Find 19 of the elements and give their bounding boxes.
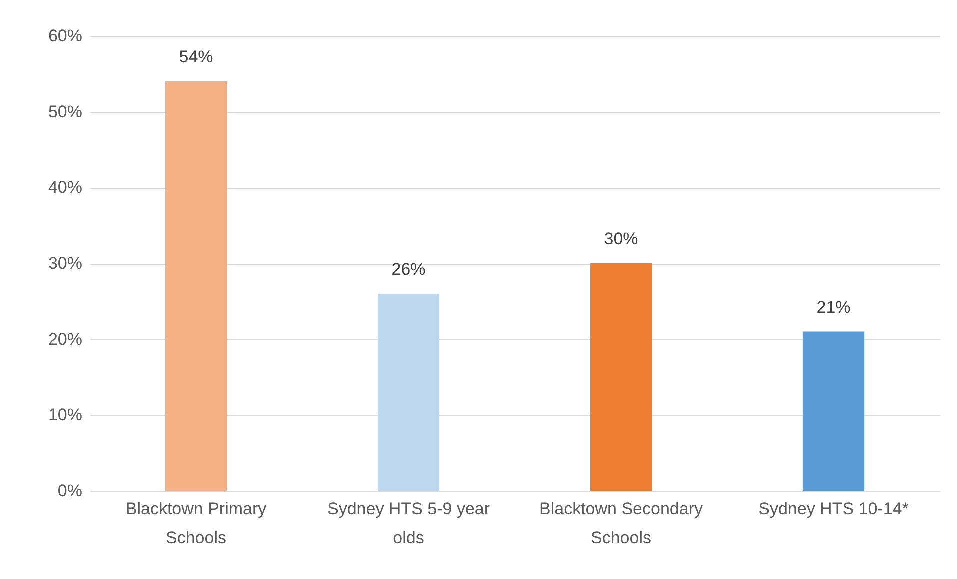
- y-tick-label: 20%: [48, 330, 82, 349]
- y-tick-label: 0%: [58, 482, 82, 500]
- x-tick-label: Blacktown Primary Schools: [126, 500, 268, 548]
- x-tick-label: Blacktown Secondary Schools: [540, 500, 704, 548]
- x-tick-label: Sydney HTS 10-14*: [758, 500, 910, 518]
- y-tick-label: 10%: [48, 406, 82, 425]
- data-label: 54%: [179, 48, 214, 66]
- data-label: 30%: [604, 230, 638, 248]
- x-tick-label: Sydney HTS 5-9 year olds: [327, 500, 490, 548]
- bar: [590, 264, 652, 491]
- data-label: 21%: [816, 298, 851, 317]
- bar: [802, 332, 865, 491]
- data-label: 26%: [392, 260, 426, 279]
- y-tick-label: 30%: [48, 254, 82, 273]
- bar: [165, 82, 228, 491]
- y-tick-label: 60%: [48, 26, 82, 46]
- y-tick-label: 50%: [48, 102, 82, 122]
- y-tick-label: 40%: [48, 178, 82, 198]
- bar: [378, 294, 440, 491]
